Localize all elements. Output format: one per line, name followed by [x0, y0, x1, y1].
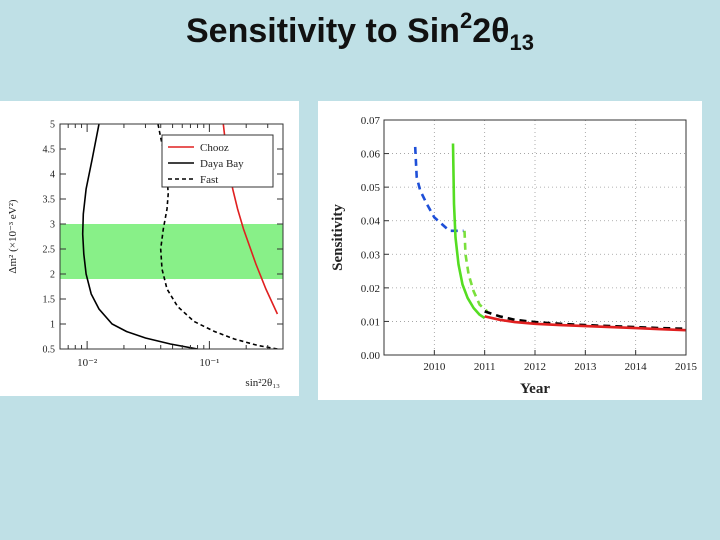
allowed-region-band [60, 224, 283, 279]
x-tick-label: 10⁻² [77, 357, 98, 369]
y-tick-label: 0.05 [361, 182, 381, 194]
y-tick-label: 0.00 [361, 350, 381, 362]
series-daya-bay [81, 124, 198, 349]
y-tick-label: 2.5 [43, 245, 56, 256]
legend: Chooz Daya Bay Fast [161, 134, 274, 188]
sensitivity-plot-panel: 0.00 0.01 0.02 0.03 0.04 0.05 0.06 0.07 2010 2011… [318, 101, 702, 400]
exclusion-plot: 0.5 1 1.5 2 2.5 3 3.5 4 4.5 5 10⁻² 10⁻¹ sin²2θ₁₃ Δm² … [7, 120, 284, 389]
y-axis-label: Δm² (×10⁻³ eV²) [7, 199, 19, 274]
y-tick-label: 0.03 [361, 249, 381, 261]
title-middle: 2θ [472, 12, 510, 50]
x-tick-label: 2011 [474, 361, 496, 373]
x-tick-label: 2014 [625, 361, 648, 373]
title-subscript: 13 [509, 30, 534, 55]
series-green-solid [451, 143, 486, 320]
legend-label: Chooz [200, 142, 229, 154]
y-tick-label: 0.5 [43, 345, 56, 356]
x-tick-label: 2010 [423, 361, 446, 373]
x-tick-label: 2013 [574, 361, 597, 373]
title-main: Sensitivity to Sin [186, 12, 460, 50]
x-tick-label: 10⁻¹ [199, 357, 219, 369]
y-tick-label: 4 [50, 170, 55, 181]
y-tick-label: 2 [50, 270, 55, 281]
x-axis-label: sin²2θ₁₃ [245, 377, 280, 389]
y-tick-label: 1 [50, 320, 55, 331]
y-tick-label: 0.06 [361, 149, 381, 161]
exclusion-plot-panel: 0.5 1 1.5 2 2.5 3 3.5 4 4.5 5 10⁻² 10⁻¹ sin²2θ₁₃ Δm² … [0, 101, 299, 396]
sensitivity-lines [413, 143, 686, 332]
series-red-solid [484, 315, 686, 332]
y-axis-label: Sensitivity [330, 204, 346, 271]
y-tick-label: 0.07 [361, 115, 381, 127]
x-tick-label: 2012 [524, 361, 546, 373]
y-tick-label: 0.04 [361, 216, 381, 228]
sensitivity-plot: 0.00 0.01 0.02 0.03 0.04 0.05 0.06 0.07 2010 2011… [330, 115, 698, 397]
x-axis-label: Year [520, 381, 550, 397]
y-tick-label: 0.02 [361, 283, 380, 295]
x-tick-label: 2015 [675, 361, 698, 373]
y-tick-label: 3 [50, 220, 55, 231]
plot-frame [59, 123, 284, 350]
y-tick-label: 5 [50, 120, 55, 131]
plot-frame [383, 119, 687, 356]
series-green-dashed [463, 230, 489, 313]
y-tick-label: 0.01 [361, 316, 380, 328]
title-superscript: 2 [459, 8, 473, 33]
legend-box [161, 134, 274, 188]
grid [384, 119, 687, 356]
slide-title: Sensitivity to Sin22θ13 [0, 8, 720, 56]
legend-label: Fast [200, 174, 218, 186]
y-tick-label: 1.5 [43, 295, 56, 306]
y-tick-label: 4.5 [43, 145, 56, 156]
series-blue-dashed [413, 146, 464, 233]
legend-label: Daya Bay [200, 158, 244, 170]
y-tick-label: 3.5 [43, 195, 56, 206]
